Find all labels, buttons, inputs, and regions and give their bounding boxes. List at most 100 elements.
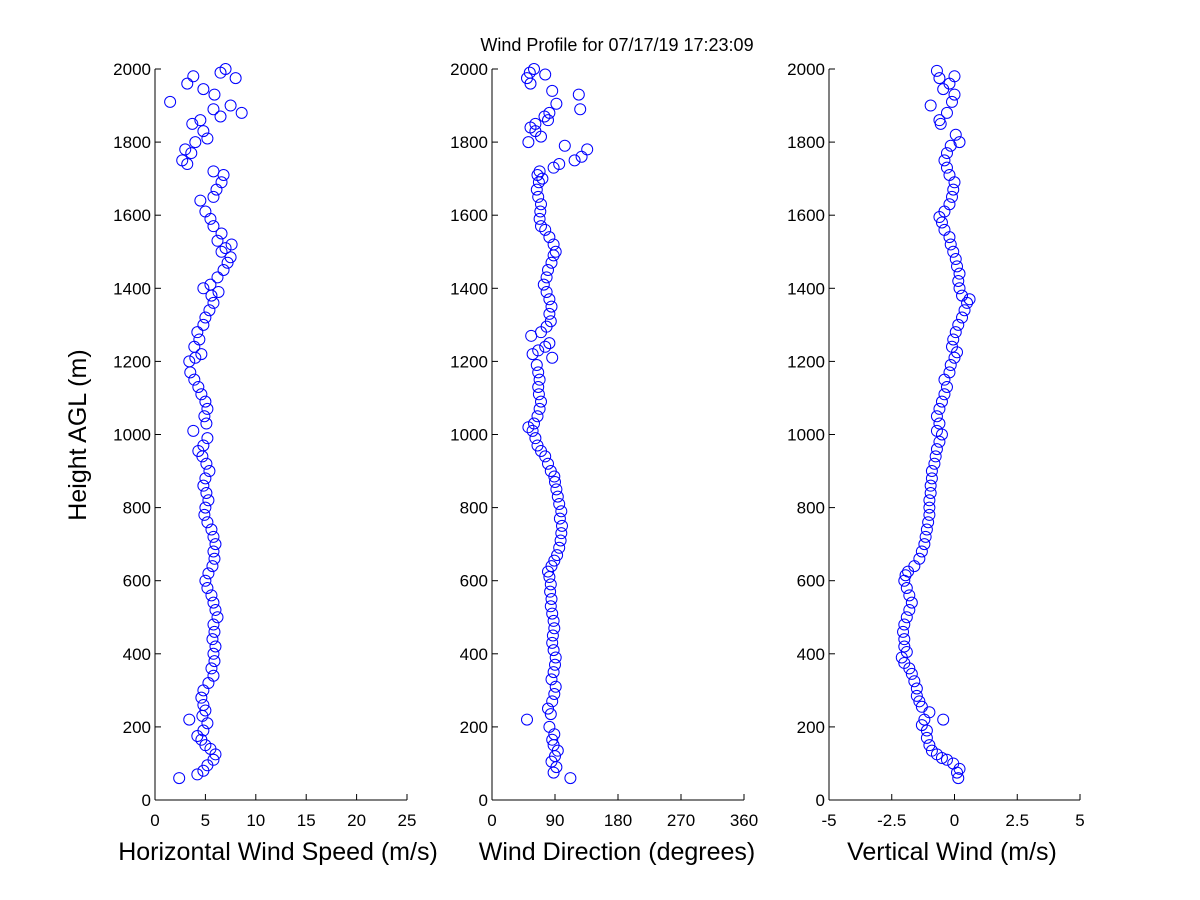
direction-data-point [553,512,566,525]
direction-data-point [531,168,544,181]
speed-x-tick-label: 15 [297,811,316,830]
direction-data-point [547,644,560,657]
direction-y-tick-label: 800 [460,499,488,518]
vertical-data-point [961,296,974,309]
speed-data-point [229,72,242,85]
vertical-data-point [944,359,957,372]
direction-data-point [555,505,568,518]
vertical-data-point [928,457,941,470]
speed-data-point [198,410,211,423]
speed-data-point [188,373,201,386]
speed-data-point [189,351,202,364]
direction-y-tick-label: 200 [460,718,488,737]
direction-data-point [535,220,547,233]
speed-y-tick-label: 1600 [113,206,151,225]
speed-data-point [205,523,218,536]
speed-data-point [195,348,208,361]
direction-data-point [547,614,560,627]
vertical-data-point [920,731,933,744]
direction-x-tick-label: 180 [604,811,632,830]
speed-data-point [210,183,223,196]
direction-data-point [553,497,566,510]
vertical-data-point [940,106,953,119]
vertical-data-point [937,713,950,726]
vertical-data-point [900,582,913,595]
speed-y-tick-label: 1800 [113,133,151,152]
direction-data-point [572,88,585,101]
speed-data-point [207,296,220,309]
vertical-data-point [948,88,961,101]
direction-data-point [539,68,552,81]
vertical-data-point [949,128,962,141]
vertical-data-point [913,552,926,565]
vertical-data-point [915,545,928,558]
speed-data-point [176,154,189,167]
direction-data-point [540,271,553,284]
speed-data-point [197,479,210,492]
vertical-data-point [948,70,961,83]
direction-data-point [549,680,562,693]
vertical-data-point [949,326,962,339]
vertical-data-point [943,198,956,211]
speed-data-point [206,633,219,646]
vertical-data-point [924,486,937,499]
y-axis-label: Height AGL (m) [64,349,92,520]
direction-data-point [533,212,546,225]
speed-data-point [201,582,214,595]
direction-data-point [521,713,533,726]
vertical-data-point [956,289,969,302]
speed-y-tick-label: 400 [123,645,151,664]
vertical-data-point [910,682,923,695]
speed-data-point [201,516,214,529]
vertical-data-point [930,424,943,437]
vertical-x-tick-label: 5 [1075,811,1084,830]
speed-data-point [207,220,220,233]
direction-y-tick-label: 600 [460,572,488,591]
direction-y-tick-label: 1000 [450,426,488,445]
speed-data-point [199,472,212,485]
vertical-y-tick-label: 2000 [787,60,825,79]
vertical-data-point [915,719,928,732]
vertical-data-point [947,757,960,770]
speed-data-point [183,713,196,726]
direction-data-point [546,351,559,364]
vertical-data-point [905,596,918,609]
direction-data-point [529,117,542,130]
speed-data-point [185,147,198,160]
speed-y-tick-label: 1400 [113,279,151,298]
direction-x-tick-label: 90 [546,811,565,830]
vertical-data-point [958,304,971,317]
vertical-data-point [920,523,933,536]
direction-data-point [532,380,545,393]
speed-y-tick-label: 2000 [113,60,151,79]
direction-x-tick-label: 0 [487,811,496,830]
direction-data-point [533,402,546,415]
vertical-data-point [905,667,918,680]
speed-data-point [215,227,228,240]
speed-data-point [215,245,228,258]
direction-data-point [549,651,562,664]
speed-data-point [173,772,186,785]
vertical-data-point [924,99,937,112]
vertical-data-point [948,176,961,189]
vertical-data-point [935,216,948,229]
direction-data-point [547,666,560,679]
speed-data-point [200,486,213,499]
vertical-y-tick-label: 800 [797,499,825,518]
vertical-data-point [935,395,948,408]
direction-data-point [545,673,558,686]
direction-data-point [546,84,559,97]
speed-x-tick-label: 5 [201,811,210,830]
direction-data-point [531,439,544,452]
direction-data-point [551,490,564,503]
direction-data-point [543,720,556,733]
speed-data-point [187,70,200,83]
vertical-data-point [953,267,966,280]
direction-data-point [545,592,558,605]
speed-data-point [209,538,222,551]
speed-data-point [219,242,232,255]
direction-data-point [528,63,540,75]
direction-data-point [568,154,581,167]
direction-y-tick-label: 1800 [450,133,488,152]
speed-data-point [208,88,221,101]
